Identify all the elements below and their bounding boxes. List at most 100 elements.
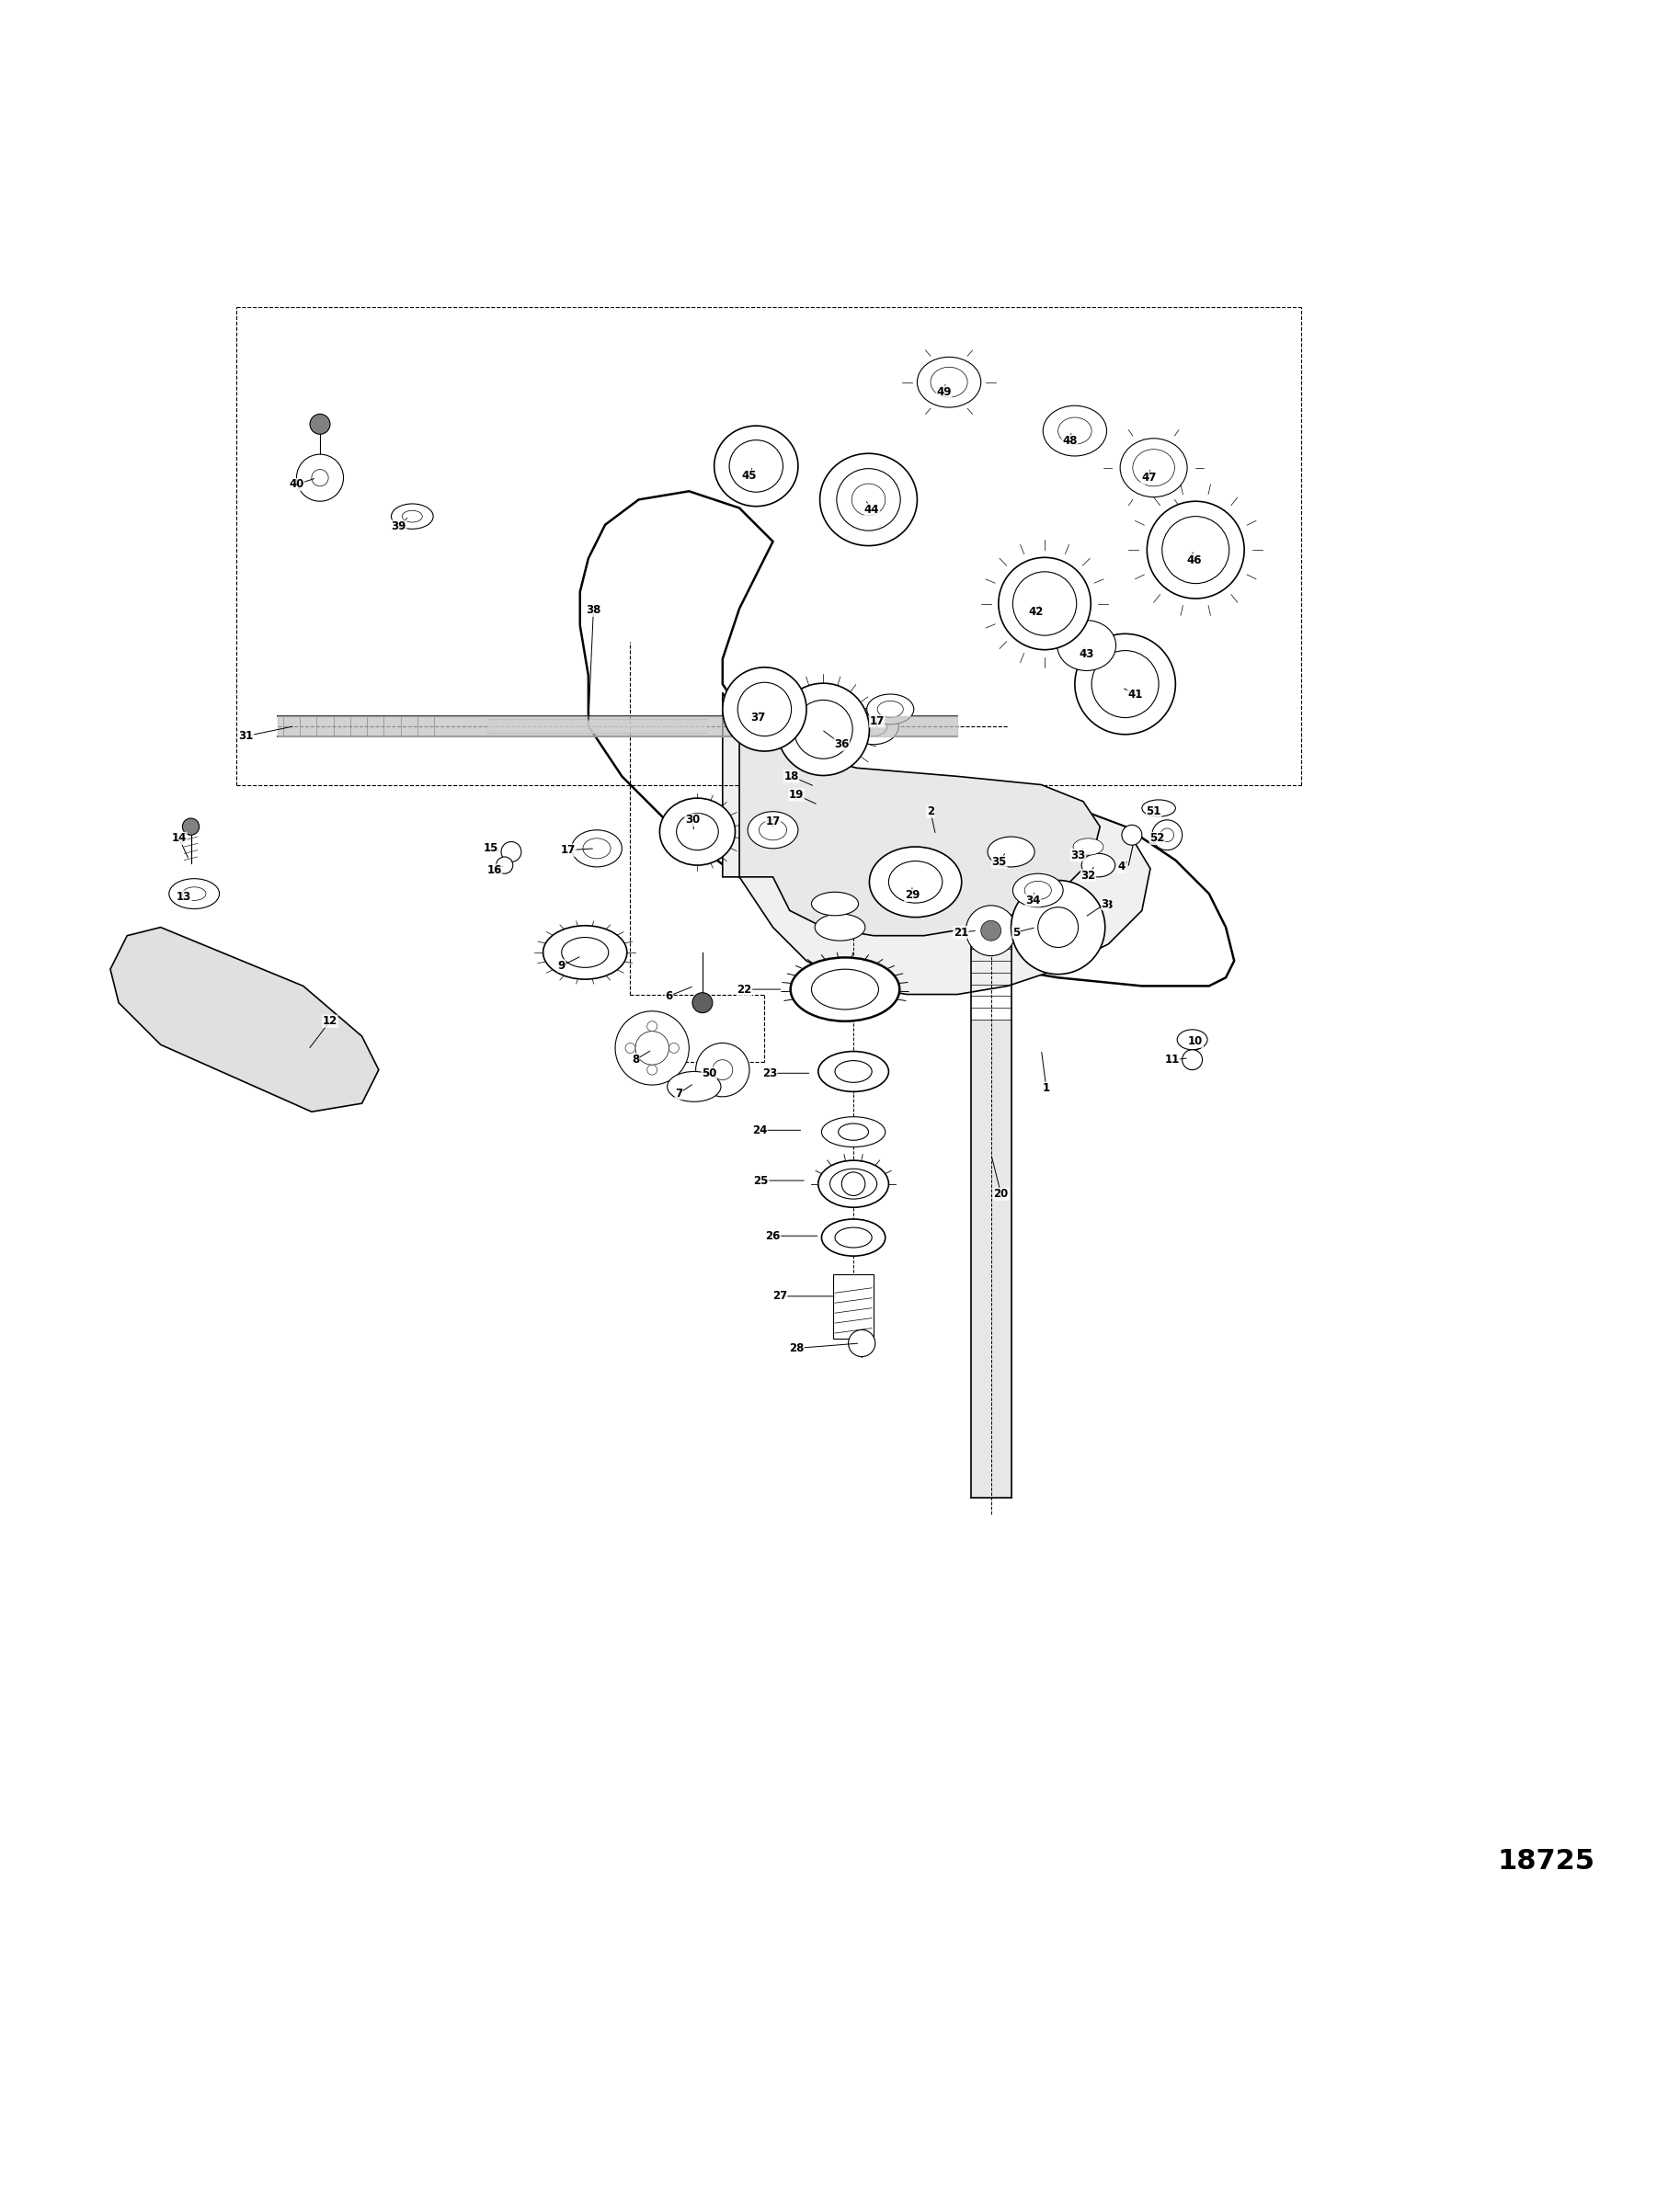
Ellipse shape [869, 848, 961, 918]
Polygon shape [722, 692, 1151, 994]
Text: 30: 30 [685, 815, 701, 826]
Ellipse shape [815, 913, 865, 942]
Circle shape [625, 1042, 635, 1053]
Circle shape [696, 1042, 749, 1097]
Ellipse shape [778, 683, 869, 775]
Ellipse shape [1147, 502, 1245, 598]
Ellipse shape [714, 425, 798, 506]
Circle shape [183, 819, 200, 834]
Text: 50: 50 [702, 1067, 717, 1080]
Ellipse shape [1132, 449, 1174, 486]
Ellipse shape [402, 510, 422, 521]
Ellipse shape [988, 837, 1035, 867]
Text: 8: 8 [632, 1053, 638, 1067]
Text: 1: 1 [1043, 1082, 1050, 1095]
Ellipse shape [1178, 1029, 1208, 1049]
Bar [833, 1275, 874, 1338]
Text: 17: 17 [561, 843, 576, 856]
Circle shape [296, 453, 343, 502]
Text: 13: 13 [176, 891, 192, 902]
Circle shape [966, 904, 1016, 955]
Circle shape [981, 920, 1001, 942]
Ellipse shape [748, 812, 798, 848]
Ellipse shape [561, 937, 608, 968]
Ellipse shape [837, 469, 900, 530]
Text: 21: 21 [953, 926, 968, 937]
Text: 17: 17 [766, 815, 781, 828]
Circle shape [1152, 819, 1183, 850]
Ellipse shape [931, 368, 968, 396]
Ellipse shape [571, 830, 622, 867]
Ellipse shape [822, 1220, 885, 1257]
Circle shape [615, 1012, 689, 1084]
Ellipse shape [543, 926, 627, 979]
Text: 15: 15 [484, 843, 499, 854]
Ellipse shape [830, 1169, 877, 1198]
Text: 33: 33 [1070, 850, 1085, 861]
Text: 25: 25 [754, 1174, 769, 1187]
Ellipse shape [820, 453, 917, 545]
Text: 34: 34 [1025, 894, 1040, 907]
Text: 41: 41 [1127, 688, 1142, 701]
Ellipse shape [998, 558, 1090, 650]
Text: 6: 6 [665, 990, 672, 1003]
Text: 23: 23 [763, 1067, 778, 1080]
Ellipse shape [835, 1060, 872, 1082]
Ellipse shape [729, 440, 783, 493]
Ellipse shape [867, 694, 914, 725]
Ellipse shape [1025, 880, 1052, 900]
Ellipse shape [877, 701, 904, 718]
Ellipse shape [818, 1161, 889, 1207]
Text: 43: 43 [1079, 648, 1094, 659]
Circle shape [669, 1042, 679, 1053]
Ellipse shape [848, 707, 899, 745]
Text: 3: 3 [1102, 898, 1109, 909]
Text: 28: 28 [790, 1342, 805, 1353]
Ellipse shape [183, 887, 207, 900]
Text: 5: 5 [1013, 926, 1020, 937]
Circle shape [1183, 1049, 1203, 1071]
Ellipse shape [835, 1229, 872, 1248]
Text: 46: 46 [1186, 554, 1201, 565]
Circle shape [309, 414, 329, 434]
Ellipse shape [917, 357, 981, 407]
Circle shape [501, 841, 521, 863]
Circle shape [1011, 880, 1105, 975]
Circle shape [1038, 907, 1079, 948]
Ellipse shape [170, 878, 220, 909]
Ellipse shape [860, 716, 887, 736]
Text: 22: 22 [738, 983, 753, 994]
Polygon shape [580, 491, 1235, 986]
Ellipse shape [660, 797, 736, 865]
Text: 47: 47 [1141, 471, 1156, 484]
Ellipse shape [811, 891, 858, 915]
Ellipse shape [1058, 418, 1092, 445]
Text: 42: 42 [1028, 607, 1043, 618]
Polygon shape [111, 926, 378, 1113]
Text: 2: 2 [927, 806, 934, 817]
Text: 45: 45 [743, 471, 758, 482]
Text: 27: 27 [773, 1290, 788, 1303]
Ellipse shape [677, 812, 719, 850]
Ellipse shape [1163, 517, 1230, 583]
Ellipse shape [1057, 620, 1116, 670]
Text: 3: 3 [1104, 900, 1112, 911]
Text: 48: 48 [1062, 436, 1077, 447]
Ellipse shape [889, 861, 942, 902]
Circle shape [496, 856, 512, 874]
Ellipse shape [1082, 854, 1116, 876]
Polygon shape [739, 718, 1100, 935]
Text: 18725: 18725 [1497, 1848, 1594, 1875]
Circle shape [647, 1064, 657, 1075]
Text: 14: 14 [171, 832, 186, 845]
Ellipse shape [667, 1071, 721, 1102]
Text: 24: 24 [753, 1123, 768, 1137]
Ellipse shape [1121, 438, 1188, 497]
Text: 10: 10 [1188, 1036, 1203, 1047]
Circle shape [712, 1060, 732, 1080]
Text: 35: 35 [991, 856, 1006, 867]
Text: 44: 44 [864, 504, 879, 515]
Circle shape [647, 1021, 657, 1031]
Text: 9: 9 [558, 959, 566, 972]
Text: 36: 36 [835, 738, 848, 751]
